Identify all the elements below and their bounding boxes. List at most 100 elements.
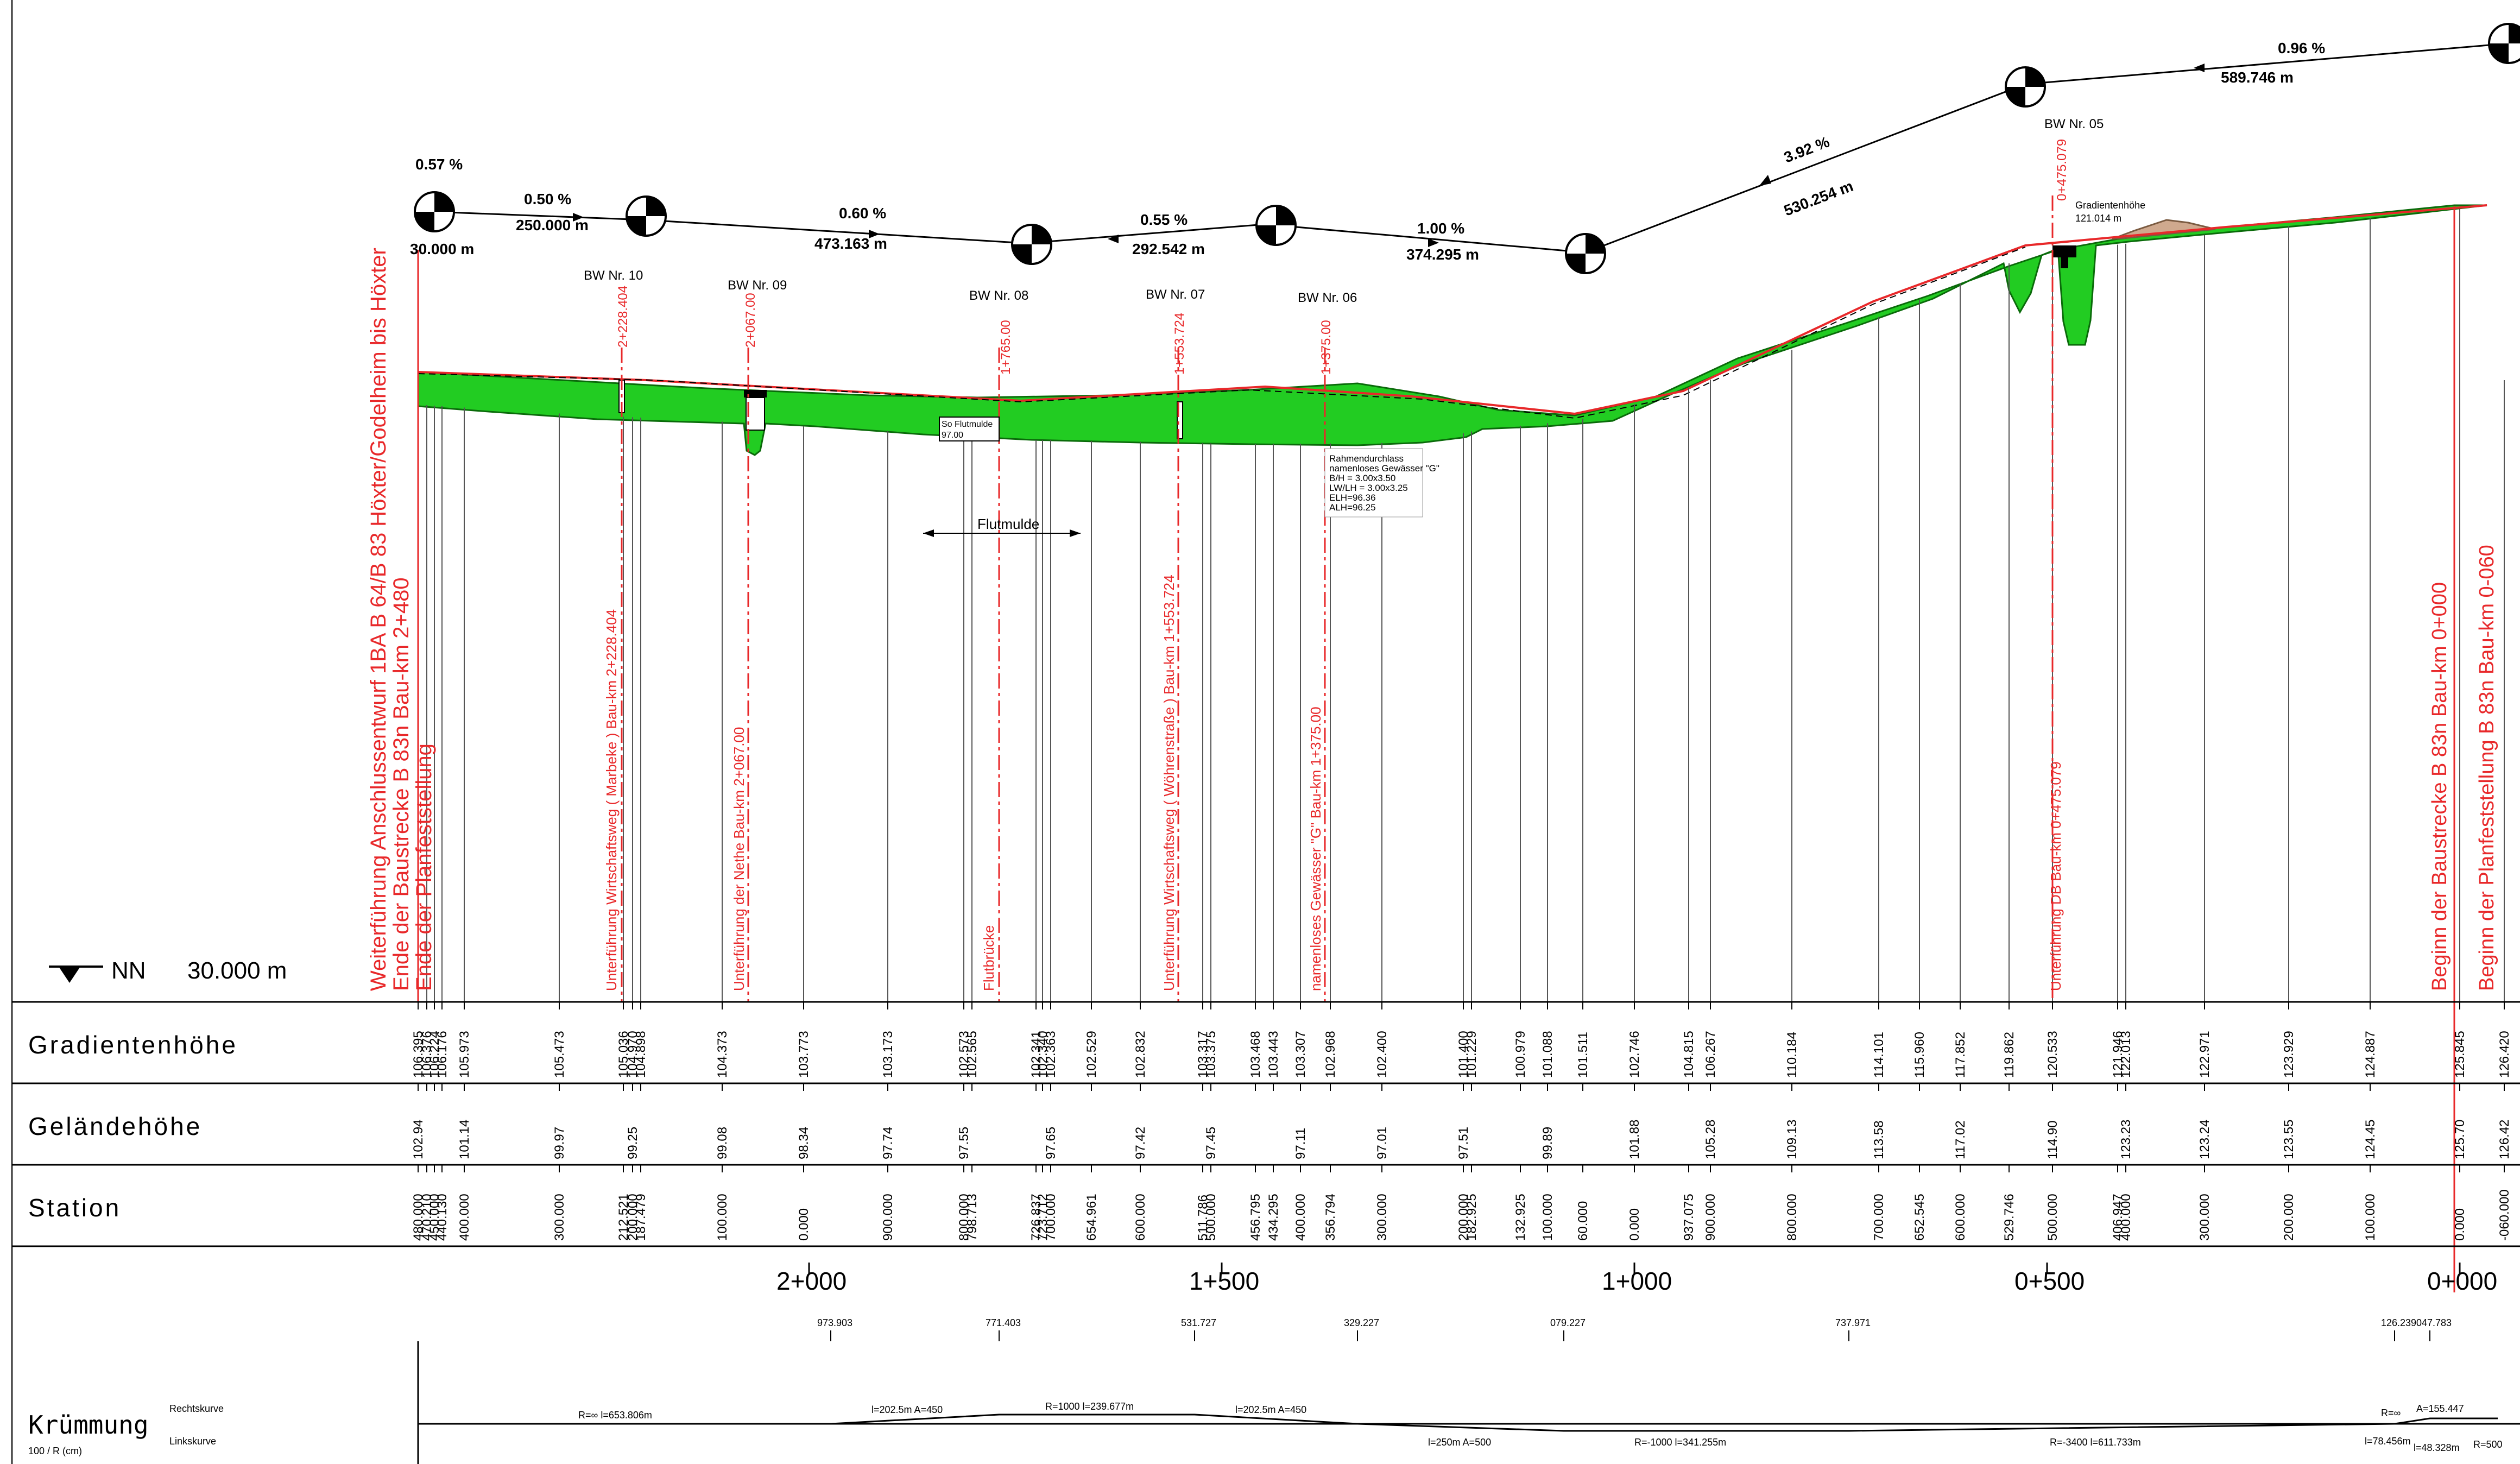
km-label-06: 1+375.00 — [1319, 320, 1334, 375]
grade-len-7: 589.746 m — [2221, 69, 2294, 86]
station-value: 132.925 — [1513, 1194, 1528, 1241]
row-label-station: Station — [28, 1194, 121, 1222]
station-value: 100.000 — [1540, 1194, 1555, 1241]
station-value: 100.000 — [2363, 1194, 2378, 1241]
datum-value: 30.000 m — [187, 957, 287, 984]
station-value: 480.000 — [411, 1194, 426, 1241]
flutmulde-label: Flutmulde — [977, 516, 1039, 532]
station-value: 800.000 — [1785, 1194, 1799, 1241]
stationing-0500: 0+500 — [2014, 1267, 2085, 1295]
station-value: 182.925 — [1464, 1194, 1479, 1241]
station-value: -060.000 — [2497, 1189, 2512, 1241]
terrain-height-value: 99.08 — [715, 1127, 730, 1159]
gradient-height-value: 106.376 — [420, 1031, 434, 1078]
station-value: 600.000 — [1133, 1194, 1148, 1241]
gradient-height-value: 104.815 — [1682, 1031, 1696, 1078]
station-value: 300.000 — [552, 1194, 567, 1241]
gradient-annotation-label: Gradientenhöhe — [2075, 200, 2145, 211]
curve-param-5: l=250m A=500 — [1428, 1437, 1491, 1448]
km-label-09: 2+067.00 — [743, 293, 758, 348]
vlabel-6: Flutbrücke — [981, 925, 997, 991]
station-value: 406.947 — [2111, 1194, 2125, 1241]
vlabel-9: Unterführung DB Bau-km 0+475.079 — [2048, 761, 2064, 991]
terrain-height-value: 101.88 — [1627, 1120, 1642, 1159]
station-value: 400.000 — [1293, 1194, 1308, 1241]
station-value: 0.000 — [2453, 1208, 2467, 1241]
grade-len-5: 374.295 m — [1406, 246, 1479, 263]
vlabel-1: Weiterführung Anschlussentwurf 1BA B 64/… — [367, 248, 390, 991]
terrain-height-value: 102.94 — [411, 1120, 426, 1159]
tangent-point-2: 771.403 — [986, 1317, 1021, 1328]
gradient-height-value: 115.960 — [1912, 1032, 1927, 1078]
grade-len-1: 30.000 m — [410, 241, 474, 257]
tangent-point-6: 737.971 — [1835, 1317, 1871, 1328]
stationing-0000: 0+000 — [2427, 1267, 2497, 1295]
row-label-gradient: Gradientenhöhe — [28, 1031, 238, 1059]
gradient-height-value: 105.036 — [616, 1031, 631, 1078]
structure-label-07: BW Nr. 07 — [1146, 287, 1205, 302]
station-value: 0.000 — [797, 1208, 811, 1241]
gradient-height-value: 101.088 — [1540, 1031, 1555, 1078]
grade-pct-2: 0.50 % — [524, 191, 571, 207]
station-value: 300.000 — [1375, 1194, 1390, 1241]
tangent-point-7: 126.239 — [2381, 1317, 2416, 1328]
gradient-height-value: 106.267 — [1703, 1031, 1718, 1078]
gradient-line — [418, 204, 2487, 415]
gradient-height-value: 105.973 — [457, 1031, 472, 1078]
gradient-height-value: 103.317 — [1196, 1031, 1210, 1078]
terrain-height-value: 97.01 — [1375, 1127, 1390, 1159]
gradient-height-value: 102.573 — [957, 1031, 971, 1078]
gradient-height-value: 102.746 — [1627, 1031, 1642, 1078]
station-value: 654.961 — [1084, 1194, 1099, 1241]
gradient-height-value: 102.400 — [1375, 1031, 1390, 1078]
station-value: 212.521 — [616, 1194, 631, 1241]
gradient-height-value: 119.862 — [2002, 1032, 2017, 1078]
gradient-height-value: 103.375 — [1204, 1031, 1218, 1078]
structure-label-09: BW Nr. 09 — [728, 278, 787, 293]
culvert-line-5: ELH=96.36 — [1329, 493, 1376, 503]
terrain-height-value: 123.23 — [2119, 1120, 2133, 1159]
station-value: 300.000 — [2197, 1194, 2212, 1241]
gradient-height-value: 105.473 — [552, 1031, 567, 1078]
station-value: 723.712 — [1035, 1194, 1050, 1241]
curve-left-label: Linkskurve — [169, 1436, 216, 1447]
culvert-line-6: ALH=96.25 — [1329, 502, 1376, 513]
gradient-height-value: 126.420 — [2497, 1031, 2512, 1078]
curve-param-8: R=∞ — [2381, 1408, 2401, 1418]
terrain-height-value: 113.58 — [1872, 1120, 1886, 1159]
terrain-height-value: 124.45 — [2363, 1120, 2378, 1159]
gradient-height-value: 106.395 — [411, 1031, 426, 1078]
station-value: 900.000 — [881, 1194, 895, 1241]
curve-param-4: l=202.5m A=450 — [1235, 1404, 1306, 1415]
station-value: 450.000 — [427, 1194, 442, 1241]
tangent-point-8: 047.783 — [2416, 1317, 2452, 1328]
station-value: 726.837 — [1029, 1194, 1044, 1241]
station-value: 800.000 — [957, 1194, 971, 1241]
curve-param-1: R=∞ l=653.806m — [578, 1410, 652, 1421]
station-value: 60.000 — [1576, 1201, 1590, 1241]
station-value: 500.000 — [1204, 1194, 1218, 1241]
station-value: 0.000 — [1627, 1208, 1642, 1241]
gradient-height-value: 100.979 — [1513, 1031, 1528, 1078]
structure-label-10: BW Nr. 10 — [584, 268, 643, 283]
gradient-height-value: 103.443 — [1266, 1031, 1281, 1078]
gradient-height-value: 102.565 — [965, 1031, 980, 1078]
station-value: 400.000 — [2119, 1194, 2133, 1241]
grade-len-3: 473.163 m — [814, 235, 887, 252]
gradient-height-value: 106.176 — [435, 1031, 450, 1078]
grade-pct-5: 1.00 % — [1417, 220, 1464, 237]
grade-len-6: 530.254 m — [1782, 178, 1855, 219]
terrain-height-value: 97.11 — [1293, 1128, 1308, 1159]
culvert-line-2: namenloses Gewässer "G" — [1329, 463, 1439, 474]
curvature-label: Krümmung — [28, 1410, 149, 1440]
vlabel-3: Ende der Planfeststellung — [412, 743, 436, 991]
gradient-height-value: 102.341 — [1029, 1031, 1044, 1078]
terrain-height-value: 126.42 — [2497, 1120, 2512, 1159]
gradient-height-value: 104.970 — [626, 1031, 640, 1078]
terrain-height-value: 123.24 — [2197, 1120, 2212, 1159]
stationing-1000: 1+000 — [1602, 1267, 1672, 1295]
vlabel-8: namenloses Gewässer "G" Bau-km 1+375.00 — [1308, 706, 1324, 991]
gradient-height-value: 102.340 — [1035, 1031, 1050, 1078]
station-value: 652.545 — [1912, 1194, 1927, 1241]
so-flutmulde-value: 97.00 — [942, 431, 963, 440]
